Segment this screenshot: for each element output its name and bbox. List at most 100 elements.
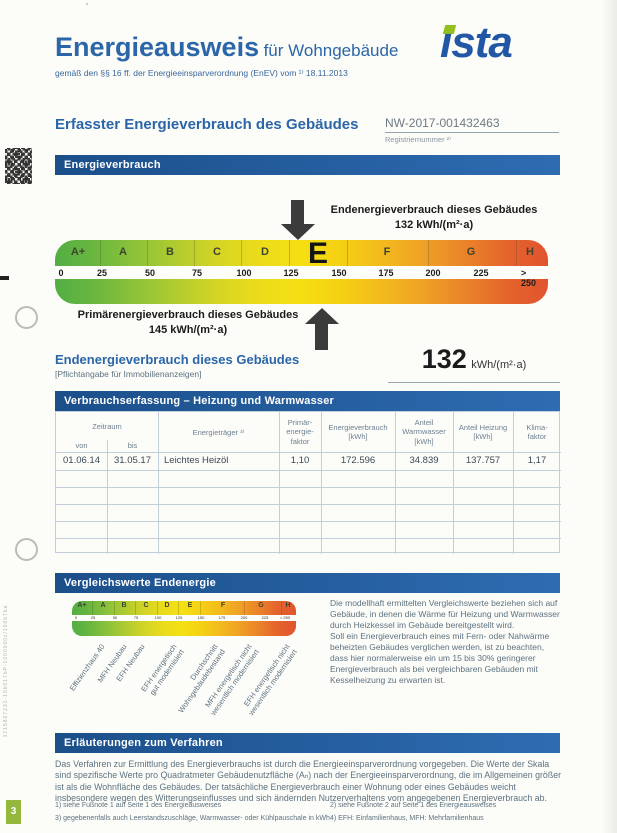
cmp-tick: 200 [240,615,248,620]
section-bar-vergleichswerte: Vergleichswerte Endenergie [55,573,560,593]
end-energy-value: 132 kWh/(m²·a) [394,218,474,231]
tick-225: 225 [473,268,489,278]
cmp-class-d: D [164,602,170,609]
summary-value: 132 [421,344,467,374]
tick-150: 150 [331,268,347,278]
scale-divider [516,240,517,266]
grid-v [395,412,396,554]
section-bar-energieverbrauch: Energieverbrauch [55,155,560,175]
summary-label: Endenergieverbrauch dieses Gebäudes [55,352,300,367]
cell-warmwasser: 34.839 [409,455,439,466]
grid-v [513,412,514,554]
cmp-class-e: E [187,602,193,609]
ref-label-efh-nicht-modernisiert: EFH energetisch nicht wesentlich moderni… [241,642,299,717]
tick-100: 100 [236,268,252,278]
class-label-aplus: A+ [70,246,86,258]
scan-edge-shadow [601,0,617,833]
grid-h [56,452,561,453]
tick-125: 125 [283,268,299,278]
summary-sublabel: [Pflichtangabe für Immobilienanzeigen] [55,369,202,379]
scale-divider [92,601,93,615]
scale-divider [135,601,136,615]
grid-h [56,470,561,471]
class-label-c: C [213,246,221,258]
scale-divider [178,601,179,615]
scale-divider [200,601,201,615]
punch-hole [15,538,38,561]
consumption-table: Zeitraum von bis Energieträger ³⁾ Primär… [55,411,561,554]
grid-v [321,412,322,554]
cmp-tick: 0 [74,615,78,620]
registration-label: Registriernummer ²⁾ [385,135,452,144]
grid-h [56,538,561,539]
datamatrix-barcode [5,148,32,184]
grid-h [56,521,561,522]
down-arrow-head-icon [281,224,315,240]
up-arrow-head-icon [305,308,339,324]
scale-divider [428,240,429,266]
cell-pef: 1,10 [290,455,310,466]
title-main: Energieausweis [55,32,260,62]
cmp-tick: 50 [112,615,118,620]
grid-v [158,412,159,554]
registration-mark [0,276,9,280]
class-label-h: H [526,246,534,258]
class-label-f: F [383,246,391,258]
cmp-class-aplus: A+ [77,602,87,609]
cmp-class-g: G [258,602,264,609]
tick-175: 175 [378,268,394,278]
primary-energy-label: Primärenergieverbrauch dieses Gebäudes [77,309,299,321]
tick-250plus: > 250 [521,268,537,288]
class-label-d: D [261,246,269,258]
header-cell-bis: bis [127,441,138,450]
primary-energy-annotation: Primärenergieverbrauch dieses Gebäudes 1… [72,308,304,338]
punch-hole [15,306,38,329]
up-arrow-icon [315,324,328,350]
scale-divider [244,601,245,615]
end-energy-label: Endenergieverbrauch dieses Gebäudes [330,204,538,216]
cmp-class-h: H [285,602,291,609]
footnote-4: 4) EFH: Einfamilienhaus, MFH: Mehrfamili… [330,815,484,822]
cell-klima: 1,17 [527,455,547,466]
cmp-tick: 175 [218,615,226,620]
summary-value-block: 132 kWh/(m²·a) [388,344,560,383]
registration-number: NW-2017-001432463 [385,116,559,133]
scale-divider [157,601,158,615]
comparison-scale: A+ A B C D E F G H 0 25 50 75 100 125 15… [72,601,296,636]
tick-200: 200 [425,268,441,278]
comparison-note: Die modellhaft ermittelten Vergleichswer… [330,598,560,686]
tick-0: 0 [58,268,64,278]
class-label-e-current: E [307,240,329,270]
scale-divider [281,601,282,615]
cell-von: 01.06.14 [63,455,100,466]
end-energy-annotation: Endenergieverbrauch dieses Gebäudes 132 … [320,203,548,233]
section-bar-erlaeuterungen: Erläuterungen zum Verfahren [55,733,560,753]
primary-energy-value: 145 kWh/(m²·a) [148,323,228,336]
cmp-class-a: A [100,602,106,609]
explanations-paragraph: Das Verfahren zur Ermittlung des Energie… [55,759,562,804]
class-label-a: A [119,246,127,258]
footnote-2: 2) siehe Fußnote 2 auf Seite 1 des Energ… [330,802,497,809]
page-subtitle: gemäß den §§ 16 ff. der Energieeinsparve… [55,68,348,78]
section-bar-verbrauchserfassung: Verbrauchserfassung – Heizung und Warmwa… [55,391,560,411]
cmp-class-f: F [220,602,226,609]
logo-wordmark: ısta [440,18,513,67]
summary-unit: kWh/(m²·a) [471,359,527,371]
down-arrow-icon [291,200,304,224]
cmp-tick: > 250 [279,615,291,620]
header-cell-klima: Klima- faktor [526,423,548,442]
header-cell-von: von [75,441,88,450]
header-cell-zeitraum: Zeitraum [92,422,122,431]
cmp-number-strip: 0 25 50 75 100 125 150 175 200 225 > 250 [72,615,296,621]
cell-energietraeger: Leichtes Heizöl [164,455,229,466]
grid-v [107,440,108,554]
header-cell-warmwasser: Anteil Warmwasser [kWh] [402,418,446,446]
scan-speck: ' [86,2,88,13]
cell-verbrauch: 172.596 [340,455,376,466]
cmp-tick: 150 [197,615,205,620]
tick-25: 25 [96,268,108,278]
grid-v [279,412,280,554]
scale-divider [147,240,148,266]
scale-divider [114,601,115,615]
